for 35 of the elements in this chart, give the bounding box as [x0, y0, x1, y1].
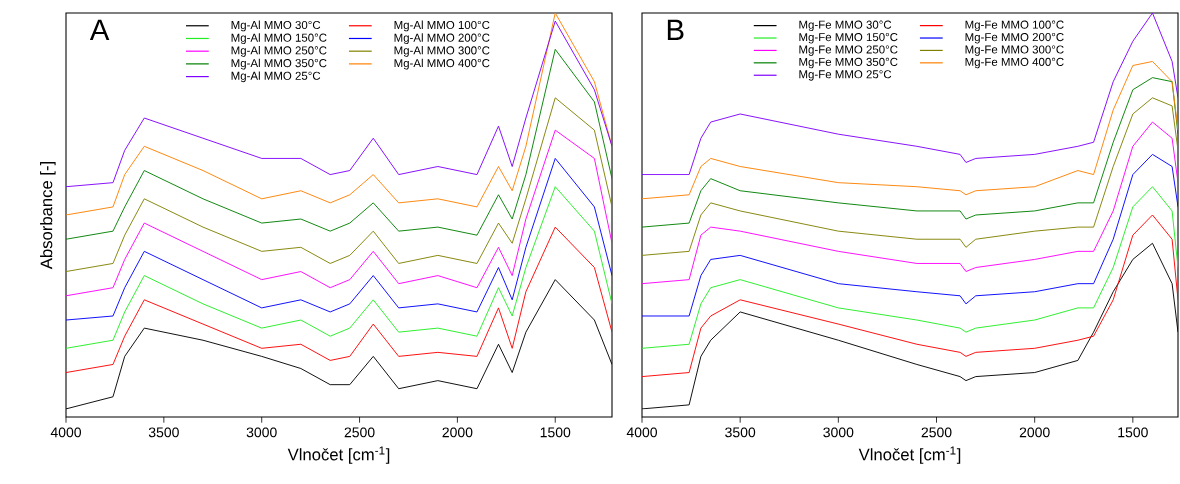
- legend-label: Mg-Fe MMO 150°C: [799, 33, 898, 44]
- legend-label: Mg-Fe MMO 400°C: [965, 57, 1064, 69]
- x-tick-label: 2000: [442, 427, 473, 438]
- legend-label: Mg-Fe MMO 30°C: [799, 20, 892, 31]
- legend-label: Mg-Al MMO 250°C: [231, 46, 327, 57]
- legend-label: Mg-Fe MMO 250°C: [799, 45, 898, 56]
- legend-label: Mg-Fe MMO 100°C: [965, 20, 1064, 31]
- x-tick-label: 1500: [1118, 427, 1148, 438]
- x-tick-label: 4000: [50, 427, 82, 438]
- legend-label: Mg-Al MMO 400°C: [394, 58, 490, 70]
- legend-label: Mg-Al MMO 300°C: [394, 46, 490, 57]
- chart-title: B: [667, 19, 684, 40]
- x-tick-label: 2000: [1019, 427, 1050, 438]
- legend-label: Mg-Fe MMO 350°C: [799, 57, 898, 69]
- x-tick-label: 3000: [246, 427, 277, 438]
- legend-label: Mg-Al MMO 30°C: [231, 20, 321, 32]
- legend-label: Mg-Al MMO 150°C: [231, 33, 327, 45]
- legend-label: Mg-Al MMO 350°C: [231, 58, 327, 70]
- y-axis-title: Absorbance [-]: [40, 162, 56, 270]
- legend-label: Mg-Al MMO 100°C: [394, 20, 490, 32]
- legend-label: Mg-Al MMO 200°C: [394, 33, 490, 45]
- x-tick-label: 1500: [540, 427, 571, 438]
- x-tick-label: 3000: [823, 427, 854, 438]
- legend-label: Mg-Fe MMO 25°C: [799, 70, 892, 81]
- chart-title: A: [89, 19, 110, 40]
- x-tick-label: 2500: [344, 427, 375, 438]
- x-axis-title: Vlnočet [cm$^{-1}$]: [287, 446, 390, 464]
- x-tick-label: 3500: [725, 427, 756, 438]
- x-tick-label: 2500: [921, 427, 952, 438]
- x-axis-title: Vlnočet [cm$^{-1}$]: [858, 446, 961, 464]
- legend-label: Mg-Al MMO 25°C: [231, 71, 321, 83]
- legend-label: Mg-Fe MMO 200°C: [965, 33, 1064, 44]
- x-tick-label: 4000: [626, 427, 658, 438]
- legend-label: Mg-Fe MMO 300°C: [965, 45, 1064, 56]
- x-tick-label: 3500: [148, 427, 179, 438]
